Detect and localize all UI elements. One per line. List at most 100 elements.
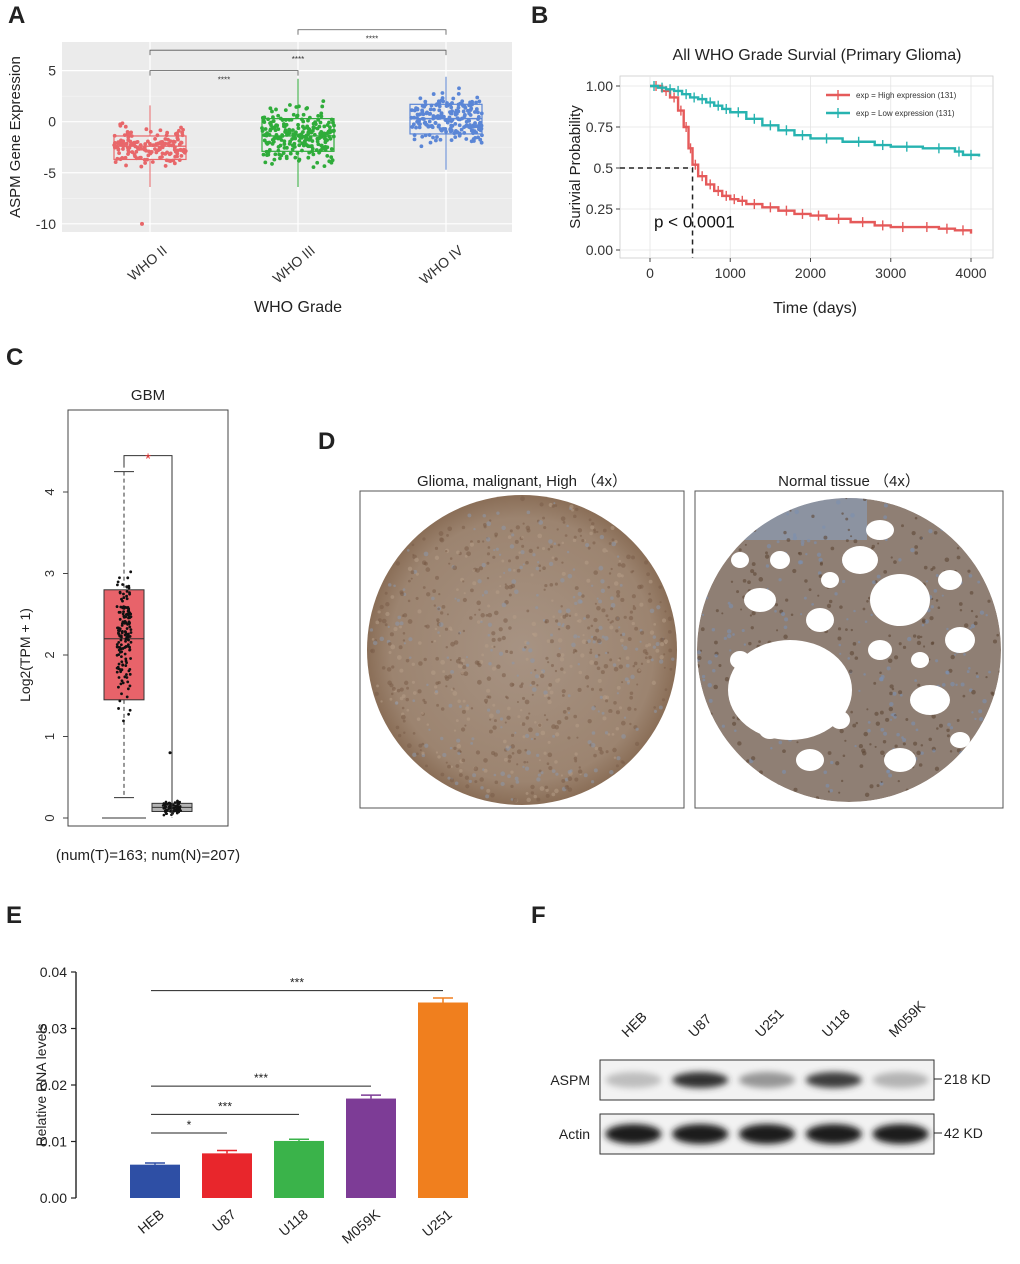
normal-texture-dot — [741, 628, 745, 633]
normal-texture-dot — [982, 698, 987, 704]
data-point — [318, 131, 323, 136]
significance-label: *** — [290, 976, 304, 990]
data-point — [433, 138, 438, 143]
glioma-texture-dot — [423, 700, 427, 705]
normal-texture-dot — [879, 710, 884, 715]
data-point — [468, 113, 473, 117]
normal-texture-dot — [846, 618, 849, 621]
significance-bracket — [297, 29, 447, 35]
alveolar-space — [731, 552, 749, 568]
normal-texture-dot — [928, 528, 933, 534]
normal-texture-dot — [718, 664, 722, 668]
alveolar-space — [806, 608, 834, 632]
glioma-texture-dot — [477, 679, 482, 685]
glioma-texture-dot — [447, 776, 451, 780]
glioma-texture-dot — [435, 575, 440, 580]
data-point — [154, 142, 159, 146]
normal-texture-dot — [944, 557, 950, 563]
normal-texture-dot — [778, 740, 783, 745]
alveolar-space — [911, 652, 929, 668]
normal-texture-dot — [845, 498, 848, 500]
glioma-texture-dot — [500, 726, 503, 729]
normal-texture-dot — [970, 623, 976, 629]
data-point — [474, 107, 479, 111]
glioma-texture-dot — [507, 535, 512, 539]
glioma-texture-dot — [631, 555, 635, 560]
normal-texture-dot — [797, 560, 803, 565]
normal-texture-dot — [955, 683, 958, 687]
data-point — [315, 139, 320, 144]
normal-texture-dot — [800, 613, 803, 616]
data-point — [468, 108, 473, 112]
glioma-texture-dot — [522, 563, 525, 566]
normal-texture-dot — [879, 781, 884, 786]
glioma-texture-dot — [479, 777, 484, 782]
normal-texture-dot — [786, 512, 789, 516]
glioma-texture-dot — [393, 584, 396, 588]
glioma-texture-dot — [605, 695, 610, 700]
normal-texture-dot — [898, 558, 902, 562]
glioma-texture-dot — [611, 620, 614, 623]
glioma-texture-dot — [562, 710, 567, 714]
glioma-texture-dot — [530, 573, 534, 577]
glioma-texture-dot — [423, 551, 429, 557]
glioma-texture-dot — [667, 616, 673, 622]
lane-label-u118: U118 — [819, 1006, 853, 1040]
bar-u251 — [418, 1002, 468, 1198]
data-point — [268, 121, 272, 126]
glioma-texture-dot — [629, 722, 632, 726]
glioma-texture-dot — [649, 608, 655, 614]
glioma-texture-dot — [568, 614, 572, 618]
glioma-texture-dot — [507, 754, 512, 759]
data-point — [116, 626, 119, 630]
glioma-texture-dot — [586, 578, 591, 583]
glioma-texture-dot — [536, 546, 540, 550]
glioma-texture-dot — [480, 613, 485, 618]
glioma-texture-dot — [491, 751, 496, 756]
protein-band — [872, 1124, 929, 1144]
data-point — [437, 123, 441, 128]
data-point — [319, 143, 324, 148]
data-point — [117, 610, 121, 614]
glioma-texture-dot — [559, 657, 565, 662]
glioma-texture-dot — [526, 609, 530, 613]
glioma-texture-dot — [581, 639, 587, 645]
glioma-texture-dot — [504, 585, 510, 590]
glioma-texture-dot — [458, 656, 462, 661]
normal-texture-dot — [929, 616, 934, 621]
glioma-texture-dot — [508, 626, 512, 630]
normal-texture-dot — [794, 509, 799, 515]
data-point — [132, 140, 137, 145]
glioma-texture-dot — [586, 685, 590, 688]
glioma-texture-dot — [495, 709, 501, 714]
normal-texture-dot — [742, 579, 747, 583]
normal-texture-dot — [784, 617, 789, 622]
glioma-texture-dot — [515, 525, 521, 530]
data-point — [120, 121, 125, 126]
significance-label: *** — [218, 1099, 232, 1113]
glioma-texture-dot — [440, 707, 445, 711]
data-point — [121, 142, 126, 147]
y-tick-label: 0.01 — [40, 1134, 67, 1150]
glioma-texture-dot — [446, 613, 449, 616]
normal-texture-dot — [864, 620, 868, 623]
glioma-texture-dot — [511, 533, 515, 537]
normal-texture-dot — [701, 674, 706, 679]
glioma-texture-dot — [585, 543, 590, 548]
data-point — [460, 99, 465, 104]
data-point — [125, 130, 130, 134]
glioma-texture-dot — [408, 579, 411, 583]
data-point — [456, 109, 461, 114]
normal-texture-dot — [894, 744, 898, 748]
data-point — [119, 682, 123, 686]
data-point — [271, 119, 276, 123]
data-point — [301, 124, 305, 129]
glioma-texture-dot — [591, 731, 596, 735]
normal-texture-dot — [830, 760, 834, 765]
normal-texture-dot — [827, 790, 831, 793]
data-point — [297, 138, 302, 143]
glioma-texture-dot — [597, 653, 601, 657]
glioma-texture-dot — [508, 584, 513, 590]
glioma-texture-dot — [440, 659, 446, 665]
data-point — [303, 141, 308, 146]
